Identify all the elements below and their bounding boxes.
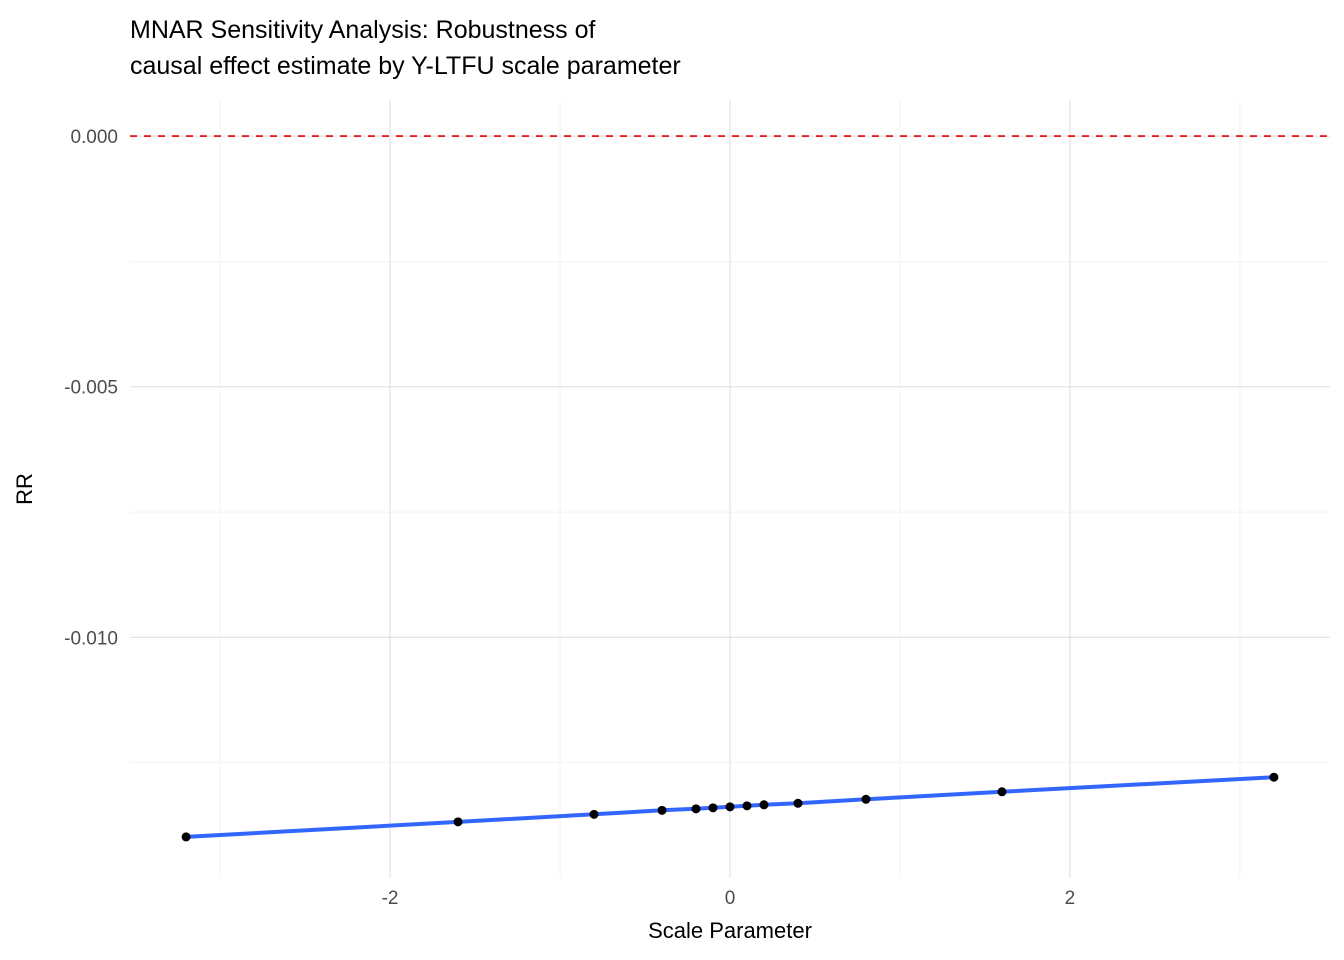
data-point	[725, 802, 735, 812]
data-point	[708, 803, 718, 813]
data-point	[691, 804, 701, 814]
y-tick-label: -0.010	[64, 628, 118, 649]
data-point	[861, 794, 871, 804]
data-point	[657, 805, 667, 815]
y-axis-title: RR	[12, 473, 37, 505]
y-tick-label: 0.000	[70, 127, 118, 148]
data-point	[453, 817, 463, 827]
y-tick-label: -0.005	[64, 378, 118, 399]
x-tick-label: 0	[725, 888, 736, 909]
x-tick-label: -2	[382, 888, 399, 909]
data-point	[759, 800, 769, 810]
chart-title-line1: MNAR Sensitivity Analysis: Robustness of	[130, 16, 596, 44]
data-point	[181, 832, 191, 842]
major-gridlines	[130, 100, 1330, 878]
tick-labels: 0.000 -0.005 -0.010 -2 0 2	[64, 127, 1075, 909]
x-tick-label: 2	[1065, 888, 1076, 909]
data-point	[742, 801, 752, 811]
series-group	[181, 772, 1279, 842]
data-point	[997, 787, 1007, 797]
data-point	[1269, 772, 1279, 782]
data-point	[589, 809, 599, 819]
chart-title-line2: causal effect estimate by Y-LTFU scale p…	[130, 52, 681, 80]
data-point	[793, 798, 803, 808]
x-axis-title: Scale Parameter	[648, 918, 812, 943]
